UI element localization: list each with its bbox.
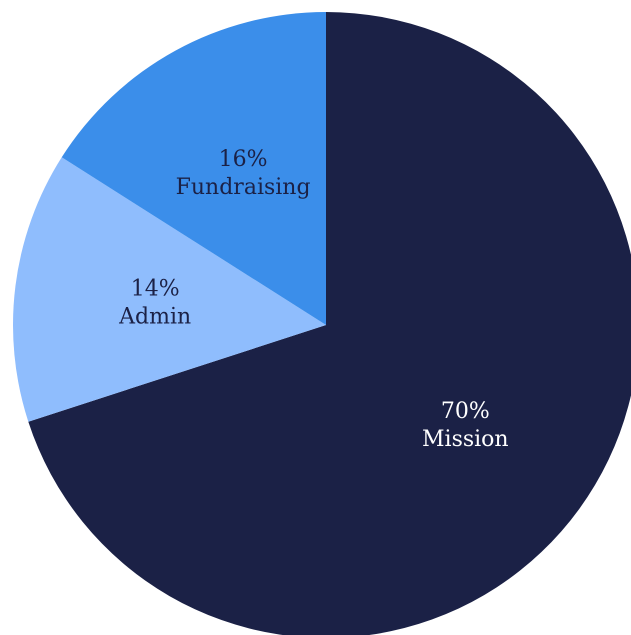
pie-labels: 70% Mission 14% Admin 16% Fundraising xyxy=(118,147,508,452)
pie-label-value-fundraising: 16% xyxy=(219,147,268,172)
pie-slice-admin xyxy=(13,157,327,422)
pie-label-category-mission: Mission xyxy=(422,427,509,452)
pie-label-category-fundraising: Fundraising xyxy=(176,175,311,200)
pie-label-category-admin: Admin xyxy=(118,304,191,329)
pie-label-value-admin: 14% xyxy=(131,276,180,301)
pie-slice-fundraising xyxy=(61,12,326,325)
pie-slice-mission xyxy=(28,12,631,635)
pie-label-value-mission: 70% xyxy=(441,399,490,424)
pie-slices xyxy=(13,12,631,635)
